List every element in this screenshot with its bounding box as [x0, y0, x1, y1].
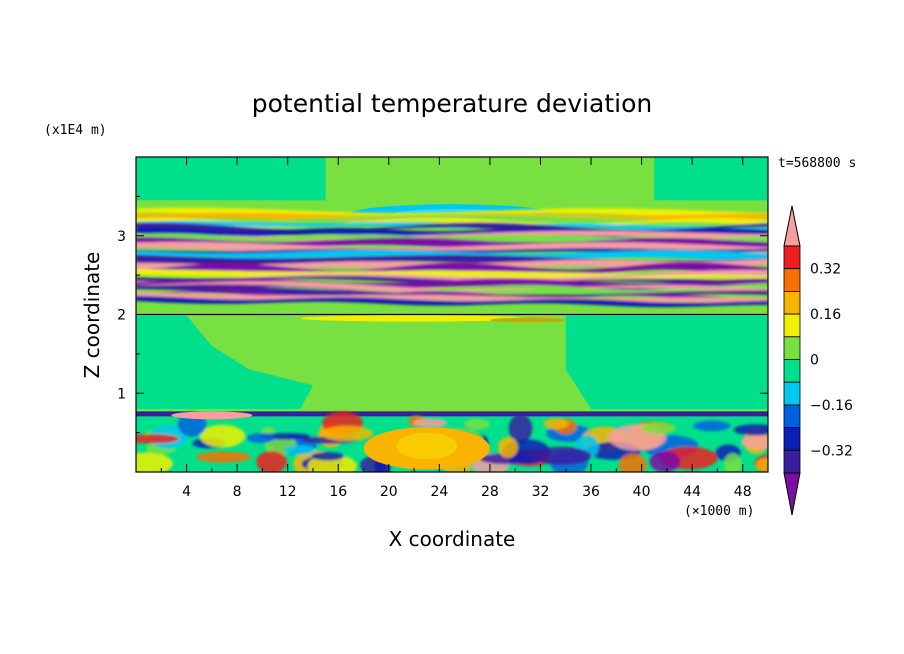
- colorbar-segment: [783, 427, 801, 451]
- field-mid-right: [565, 315, 768, 409]
- eddy: [199, 424, 246, 448]
- y-tick-label: 2: [117, 308, 126, 324]
- contour-field: [136, 157, 768, 472]
- field-pink-cap: [171, 411, 253, 420]
- colorbar-segment: [783, 290, 801, 315]
- x-tick-label: 40: [633, 484, 651, 500]
- colorbar-segment: [783, 359, 801, 383]
- field-mid-streak: [300, 315, 528, 322]
- eddy: [532, 446, 592, 466]
- colorbar-tick-label: 0.32: [810, 262, 841, 278]
- eddy: [693, 420, 731, 432]
- x-tick-label: 4: [182, 484, 191, 500]
- x-axis-label: X coordinate: [389, 527, 516, 551]
- eddy: [246, 433, 276, 443]
- eddy: [196, 451, 251, 463]
- band: [136, 214, 768, 226]
- x-tick-label: 36: [582, 484, 600, 500]
- x-tick-label: 44: [683, 484, 701, 500]
- chart-title: potential temperature deviation: [252, 89, 652, 118]
- eddy: [284, 445, 316, 455]
- x-axis: 4 8 12 16 20 24 28 32 36 40 44 48: [160, 157, 752, 500]
- field-mid-streak2: [489, 317, 566, 323]
- eddy: [320, 425, 374, 442]
- eddy: [413, 418, 448, 428]
- eddy: [256, 450, 288, 472]
- colorbar-segment: [783, 381, 801, 406]
- colorbar-tick-label: 0: [810, 353, 819, 369]
- colorbar-segment: [783, 336, 801, 360]
- field-warm-bubble-core: [396, 432, 458, 460]
- y-unit-label: (x1E4 m): [44, 123, 107, 138]
- y-tick-label: 3: [117, 229, 126, 245]
- colorbar-segment: [783, 245, 801, 270]
- band: [136, 270, 768, 286]
- eddy: [641, 422, 676, 435]
- eddy: [136, 434, 180, 444]
- colorbar-tick-label: −0.32: [810, 443, 853, 459]
- y-axis: 1 2 3: [117, 195, 768, 434]
- field-inversion-band: [136, 411, 768, 417]
- colorbar-segment: [783, 313, 801, 338]
- band: [136, 248, 768, 255]
- field-top-left: [136, 157, 326, 201]
- band: [136, 285, 768, 299]
- x-unit-label: (×1000 m): [684, 504, 754, 519]
- x-tick-label: 20: [380, 484, 398, 500]
- x-tick-label: 8: [233, 484, 242, 500]
- field-top-right2: [654, 157, 768, 201]
- band: [136, 281, 768, 295]
- colorbar: 0.32 0.16 0 −0.16 −0.32: [783, 205, 853, 516]
- colorbar-tick-label: 0.16: [810, 307, 841, 323]
- y-axis-label: Z coordinate: [80, 252, 104, 379]
- time-label: t=568800 s: [778, 156, 856, 171]
- band: [136, 295, 768, 308]
- eddy: [733, 424, 768, 436]
- field-mid-left: [136, 315, 313, 409]
- eddy: [543, 418, 569, 430]
- eddy: [740, 434, 768, 450]
- colorbar-segment: [783, 404, 801, 428]
- x-tick-label: 32: [532, 484, 550, 500]
- colorbar-tick-label: −0.16: [810, 398, 853, 414]
- eddy: [136, 452, 173, 472]
- x-tick-label: 12: [279, 484, 297, 500]
- colorbar-top-triangle: [783, 205, 801, 247]
- eddy: [618, 453, 647, 472]
- banded-layer: [136, 207, 768, 308]
- y-tick-label: 1: [117, 386, 126, 402]
- x-tick-label: 16: [329, 484, 347, 500]
- eddy: [463, 418, 490, 430]
- x-tick-label: 48: [734, 484, 752, 500]
- colorbar-segment: [783, 268, 801, 292]
- eddy: [311, 452, 345, 461]
- x-tick-label: 24: [430, 484, 448, 500]
- eddy: [498, 436, 518, 459]
- colorbar-bottom-triangle: [783, 472, 801, 516]
- eddy: [723, 453, 742, 472]
- x-tick-label: 28: [481, 484, 499, 500]
- eddy: [649, 451, 681, 472]
- eddy: [755, 457, 768, 472]
- colorbar-segment: [783, 449, 801, 474]
- eddy: [508, 414, 533, 443]
